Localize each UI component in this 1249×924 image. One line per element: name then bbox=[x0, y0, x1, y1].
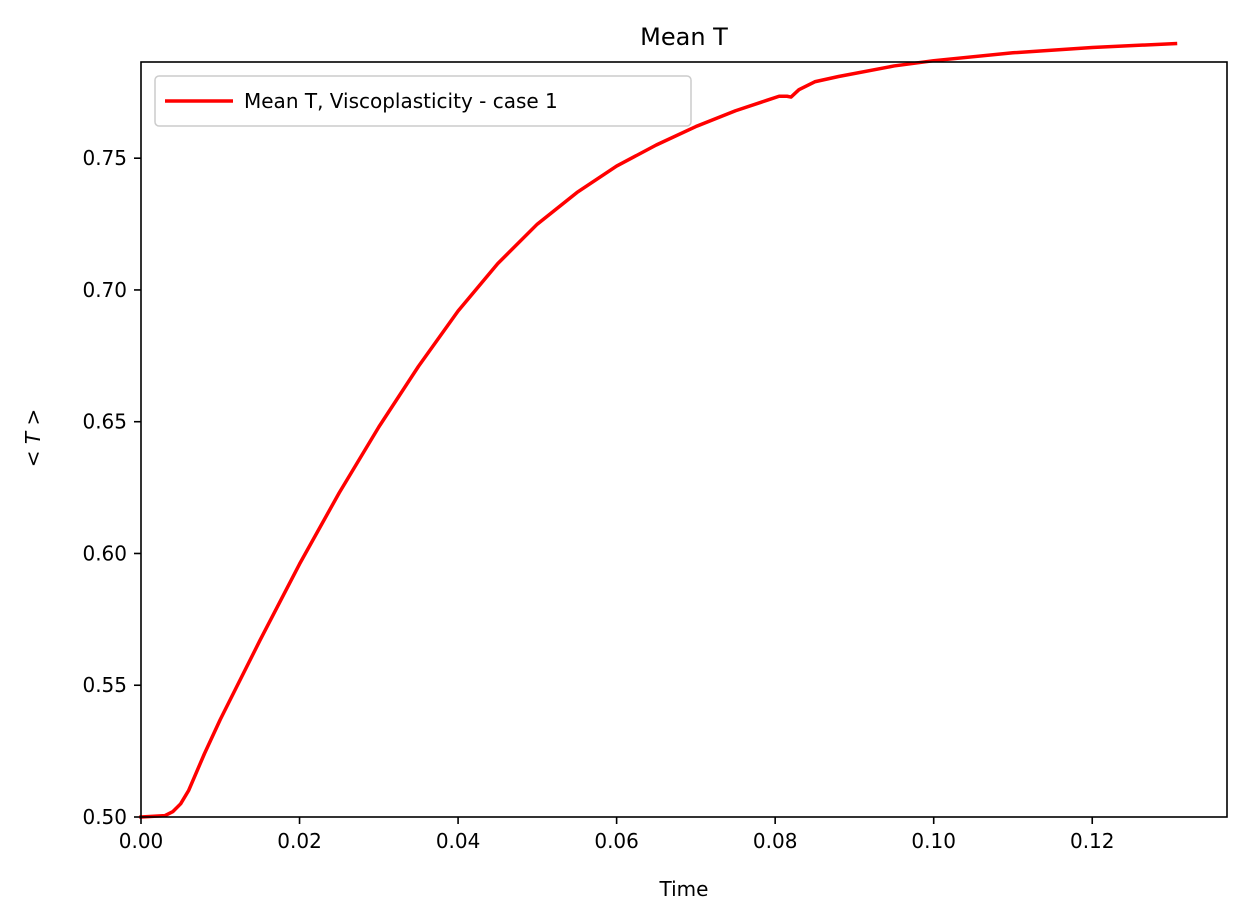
axes-frame bbox=[140, 61, 1228, 818]
y-tick-label-5: 0.75 bbox=[82, 146, 127, 170]
x-tick-label-5: 0.10 bbox=[911, 829, 956, 853]
x-axis-label: Time bbox=[659, 877, 709, 901]
legend: Mean T, Viscoplasticity - case 1 bbox=[154, 75, 692, 127]
y-axis-label-variable: T bbox=[21, 430, 45, 444]
series-line-0 bbox=[139, 41, 1178, 819]
y-tick-label-2: 0.60 bbox=[82, 541, 127, 565]
x-tick-label-4: 0.08 bbox=[753, 829, 798, 853]
y-tick-label-3: 0.65 bbox=[82, 410, 127, 434]
y-axis-label: < T > bbox=[21, 409, 45, 467]
y-tick-label-4: 0.70 bbox=[82, 278, 127, 302]
x-tick-label-1: 0.02 bbox=[277, 829, 322, 853]
x-tick-label-2: 0.04 bbox=[436, 829, 481, 853]
plot-area: 0.00 0.02 0.04 0.06 0.08 0.10 0.12 0.50 0.55 0.60… bbox=[82, 41, 1228, 853]
chart-title: Mean T bbox=[640, 23, 728, 51]
y-tick-label-0: 0.50 bbox=[82, 805, 127, 829]
x-tick-label-6: 0.12 bbox=[1070, 829, 1115, 853]
legend-box bbox=[154, 75, 692, 127]
legend-label-0: Mean T, Viscoplasticity - case 1 bbox=[244, 89, 558, 113]
x-tick-label-0: 0.00 bbox=[119, 829, 164, 853]
x-tick-label-3: 0.06 bbox=[594, 829, 639, 853]
y-axis-label-suffix: > bbox=[21, 409, 45, 432]
y-axis-label-prefix: < bbox=[21, 444, 45, 467]
y-tick-label-1: 0.55 bbox=[82, 673, 127, 697]
